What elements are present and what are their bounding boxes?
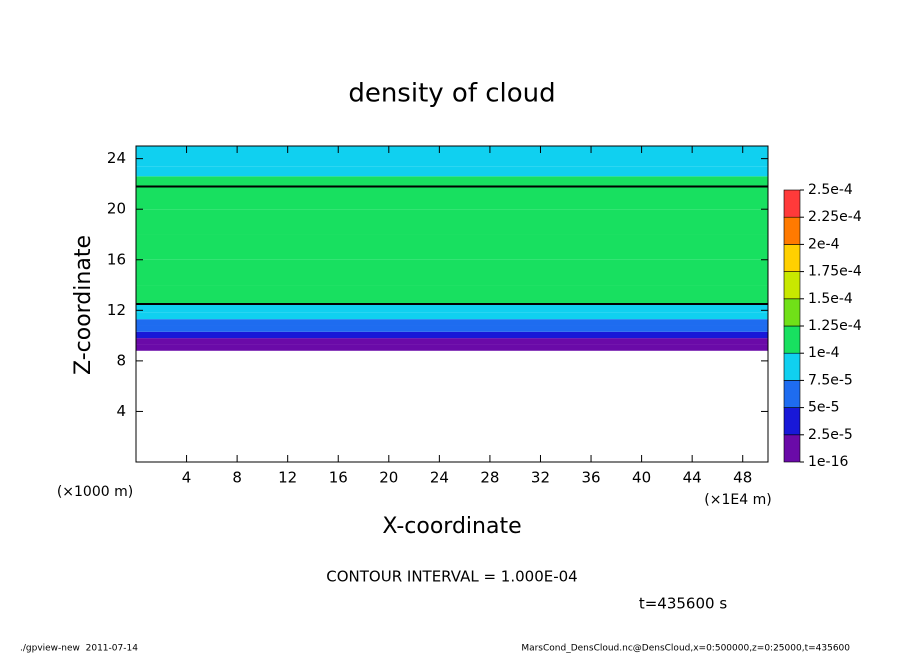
- colorbar-cell: [783, 244, 801, 272]
- field-band: [136, 209, 768, 235]
- x-tick-label: 12: [278, 469, 297, 487]
- colorbar-cell: [783, 271, 801, 300]
- field-band: [136, 338, 768, 345]
- colorbar-cell: [783, 189, 801, 218]
- chart-title: density of cloud: [348, 79, 555, 109]
- colorbar-label: 7.5e-5: [808, 372, 853, 388]
- x-unit: (×1E4 m): [704, 492, 771, 508]
- field-band: [136, 312, 768, 320]
- colorbar-cell: [783, 380, 801, 408]
- y-tick-label: 4: [116, 402, 126, 420]
- x-tick-label: 4: [182, 469, 192, 487]
- y-tick-label: 20: [107, 200, 126, 218]
- colorbar-cell: [783, 407, 801, 436]
- colorbar-label: 2e-4: [808, 236, 840, 252]
- field-band: [136, 146, 768, 167]
- x-tick-label: 24: [430, 469, 449, 487]
- y-tick-label: 24: [107, 149, 126, 167]
- x-axis-label: X-coordinate: [382, 514, 521, 539]
- field-band: [136, 344, 768, 351]
- colorbar-label: 1.75e-4: [808, 264, 862, 280]
- x-tick-label: 48: [733, 469, 752, 487]
- contour-interval: CONTOUR INTERVAL = 1.000E-04: [326, 568, 577, 586]
- x-tick-label: 20: [379, 469, 398, 487]
- y-tick-label: 8: [116, 351, 126, 369]
- x-tick-label: 36: [581, 469, 600, 487]
- x-tick-label: 44: [683, 469, 702, 487]
- y-unit: (×1000 m): [57, 484, 133, 500]
- colorbar-cell: [783, 352, 801, 381]
- x-tick-label: 28: [480, 469, 499, 487]
- y-tick-label: 12: [107, 301, 126, 319]
- field-band: [136, 325, 768, 332]
- colorbar-cell: [783, 325, 801, 354]
- footer-right: MarsCond_DensCloud.nc@DensCloud,x=0:5000…: [521, 644, 850, 654]
- colorbar-cell: [783, 216, 801, 245]
- field-band: [136, 285, 768, 304]
- field-band: [136, 331, 768, 339]
- field-band: [136, 186, 768, 210]
- colorbar-label: 1.25e-4: [808, 318, 862, 334]
- field-band: [136, 319, 768, 326]
- colorbar-label: 1.5e-4: [808, 291, 853, 307]
- colorbar-label: 2.25e-4: [808, 209, 862, 225]
- field-band: [136, 259, 768, 286]
- colorbar-label: 1e-16: [808, 454, 848, 470]
- field-band: [136, 166, 768, 177]
- x-tick-label: 40: [632, 469, 651, 487]
- colorbar-label: 5e-5: [808, 400, 839, 416]
- y-axis-label: Z-coordinate: [71, 235, 96, 375]
- colorbar-label: 2.5e-4: [808, 182, 853, 198]
- footer-left: ./gpview-new 2011-07-14: [20, 644, 138, 654]
- x-tick-label: 32: [531, 469, 550, 487]
- y-tick-label: 16: [107, 250, 126, 268]
- plot-frame: [135, 145, 769, 463]
- colorbar-cell: [783, 298, 801, 327]
- x-tick-label: 16: [329, 469, 348, 487]
- field-band: [136, 234, 768, 260]
- colorbar-cell: [783, 434, 801, 463]
- colorbar-label: 2.5e-5: [808, 427, 853, 443]
- field-band: [136, 176, 768, 187]
- field-band: [136, 304, 768, 313]
- x-tick-label: 8: [232, 469, 242, 487]
- time-label: t=435600 s: [639, 595, 727, 613]
- colorbar-label: 1e-4: [808, 345, 840, 361]
